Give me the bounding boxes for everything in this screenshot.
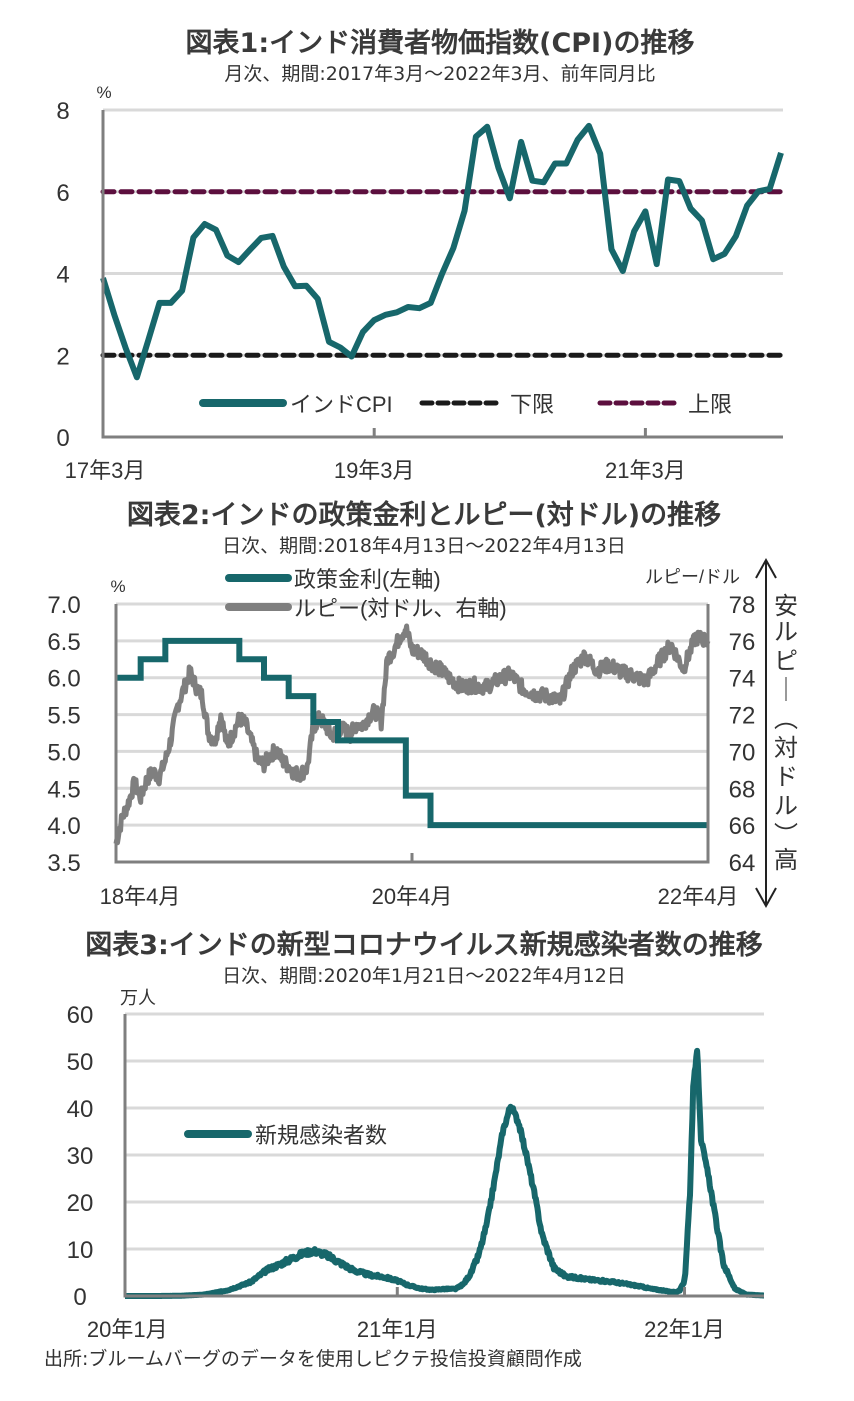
annotation-rupee-vs-dollar: ルピ｜︵対ドル︶ [774,619,798,849]
y-tick-label: 0 [73,1284,86,1311]
left-tick-label: 4.0 [47,813,80,840]
legend-label-rupee: ルピー(対ドル、右軸) [294,596,507,621]
right-axis-direction-annotation: 安 ルピ｜︵対ドル︶ 高 [755,557,798,909]
chart-3-x-tick-labels: 20年1月 21年1月 22年1月 [87,1317,725,1342]
new-cases-line [122,1047,767,1299]
chart-1-y-tick-labels: 0 2 4 6 8 [56,98,69,452]
left-tick-label: 5.0 [47,739,80,766]
y-tick-label: 4 [56,262,69,289]
y-tick-label: 40 [67,1096,94,1123]
annotation-char: ｜ [774,677,798,704]
x-tick-label: 18年4月 [100,884,181,909]
chart-2-title: 図表2:インドの政策金利とルピー(対ドル)の推移 [127,499,721,531]
chart-3-series [122,1047,767,1299]
annotation-expensive: 高 [774,847,798,874]
chart-2-axes [114,604,710,864]
policy-rate-line [116,637,708,829]
right-tick-label: 68 [729,776,756,803]
arrow-up-icon [755,557,777,579]
chart-3-subtitle: 日次、期間:2020年1月21日～2022年4月12日 [222,965,626,987]
chart-1-subtitle: 月次、期間:2017年3月～2022年3月、前年同月比 [224,63,655,85]
left-tick-label: 5.5 [47,703,80,730]
x-tick-label: 21年1月 [357,1317,438,1342]
chart-1-ylabel: % [96,83,111,102]
legend-label-cpi: インドCPI [290,392,393,417]
chart-1-gridlines [103,108,783,357]
chart-2-x-tick-labels: 18年4月 20年4月 22年4月 [100,884,739,909]
axis-lines [114,604,710,864]
chart-1-axes [101,110,783,439]
chart-2-ylabel-left: % [110,577,125,596]
legend-label-lower: 下限 [510,392,554,417]
right-tick-label: 78 [729,592,756,619]
legend-label-policy-rate: 政策金利(左軸) [294,567,441,592]
axis-lines [123,1014,764,1298]
right-tick-label: 76 [729,629,756,656]
rupee-line [113,623,711,846]
annotation-char: ︵ [774,706,798,733]
arrow-down-icon [755,887,777,909]
right-tick-label: 70 [729,739,756,766]
right-tick-label: 74 [729,666,756,693]
y-tick-label: 20 [67,1190,94,1217]
annotation-char: ピ [774,648,798,675]
axis-lines [101,110,783,439]
chart-2: 図表2:インドの政策金利とルピー(対ドル)の推移 日次、期間:2018年4月13… [47,499,798,909]
x-tick-label: 20年4月 [372,884,453,909]
left-tick-label: 7.0 [47,592,80,619]
chart-3-legend: 新規感染者数 [184,1123,387,1148]
y-tick-label: 60 [67,1002,94,1029]
x-tick-label: 21年3月 [605,458,686,483]
chart-1: 図表1:インド消費者物価指数(CPI)の推移 月次、期間:2017年3月～202… [56,28,784,483]
chart-1-legend: インドCPI 下限 上限 [199,392,732,417]
annotation-char: ド [774,764,798,791]
y-tick-label: 0 [56,425,69,452]
annotation-cheap: 安 [774,593,798,620]
left-tick-label: 3.5 [47,850,80,877]
source-note: 出所:ブルームバーグのデータを使用しピクテ投信投資顧問作成 [44,1347,582,1370]
legend-label-upper: 上限 [688,392,732,417]
chart-2-ylabel-right: ルピー/ドル [645,567,740,587]
left-tick-label: 6.5 [47,629,80,656]
x-tick-label: 19年3月 [334,458,415,483]
x-tick-label: 17年3月 [65,458,146,483]
right-tick-label: 66 [729,813,756,840]
chart-1-x-tick-labels: 17年3月 19年3月 21年3月 [65,458,686,483]
chart-3: 図表3:インドの新型コロナウイルス新規感染者数の推移 日次、期間:2020年1月… [67,929,767,1342]
chart-2-left-tick-labels: 3.5 4.0 4.5 5.0 5.5 6.0 6.5 7.0 [47,592,80,877]
chart-2-subtitle: 日次、期間:2018年4月13日～2022年4月13日 [222,535,626,557]
chart-2-right-tick-labels: 64 66 68 70 72 74 76 78 [729,592,756,877]
chart-1-title: 図表1:インド消費者物価指数(CPI)の推移 [186,28,695,59]
chart-3-ylabel: 万人 [120,988,156,1008]
chart-2-series [113,623,711,846]
y-tick-label: 2 [56,343,69,370]
chart-3-y-tick-labels: 0 10 20 30 40 50 60 [67,1002,94,1311]
annotation-char: ︶ [774,822,798,849]
right-tick-label: 64 [729,850,756,877]
x-tick-label: 20年1月 [87,1317,168,1342]
chart-1-series [100,122,784,381]
chart-3-axes [123,1014,764,1298]
y-tick-label: 8 [56,98,69,125]
cpi-line [100,122,784,381]
left-tick-label: 6.0 [47,666,80,693]
y-tick-label: 10 [67,1237,94,1264]
y-tick-label: 30 [67,1143,94,1170]
chart-3-gridlines [125,1012,764,1251]
left-tick-label: 4.5 [47,776,80,803]
chart-2-legend: 政策金利(左軸) ルピー(対ドル、右軸) [225,567,507,621]
chart-3-title: 図表3:インドの新型コロナウイルス新規感染者数の推移 [85,929,763,961]
right-tick-label: 72 [729,703,756,730]
x-tick-label: 22年1月 [644,1317,725,1342]
y-tick-label: 50 [67,1049,94,1076]
annotation-char: ル [774,793,798,820]
legend-label-new-cases: 新規感染者数 [255,1123,387,1148]
annotation-char: 対 [774,735,798,762]
y-tick-label: 6 [56,180,69,207]
x-tick-label: 22年4月 [658,884,739,909]
annotation-char: ル [774,619,798,646]
